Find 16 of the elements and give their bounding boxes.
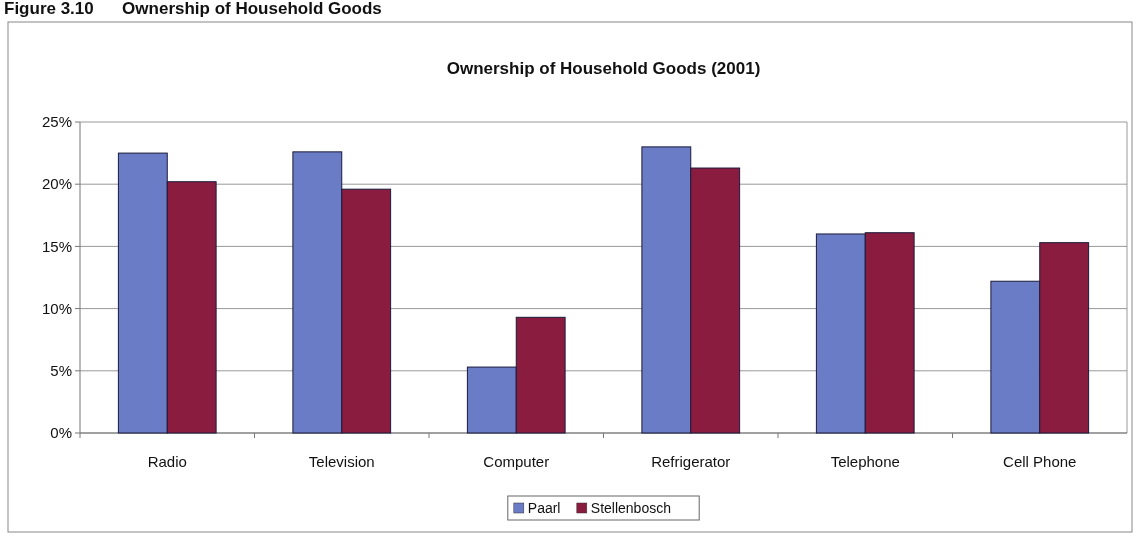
x-tick-label: Radio [147,453,187,470]
x-tick-label: Cell Phone [1003,453,1077,470]
caption: Figure 3.10 Ownership of Household Goods [4,0,382,18]
x-tick-label: Telephone [830,453,900,470]
legend-label: Paarl [527,499,561,516]
y-tick-label: 5% [50,362,72,380]
x-tick-label: Refrigerator [651,453,731,470]
y-tick-label: 0% [50,424,72,442]
chart-title: Ownership of Household Goods (2001) [446,59,761,78]
x-tick-label: Computer [483,453,550,470]
y-tick-label: 20% [41,175,72,193]
x-tick-label: Television [308,453,375,470]
y-tick-label: 15% [41,237,72,255]
y-tick-label: 25% [41,113,72,131]
y-tick-label: 10% [41,299,72,317]
legend-label: Stellenbosch [590,499,671,516]
